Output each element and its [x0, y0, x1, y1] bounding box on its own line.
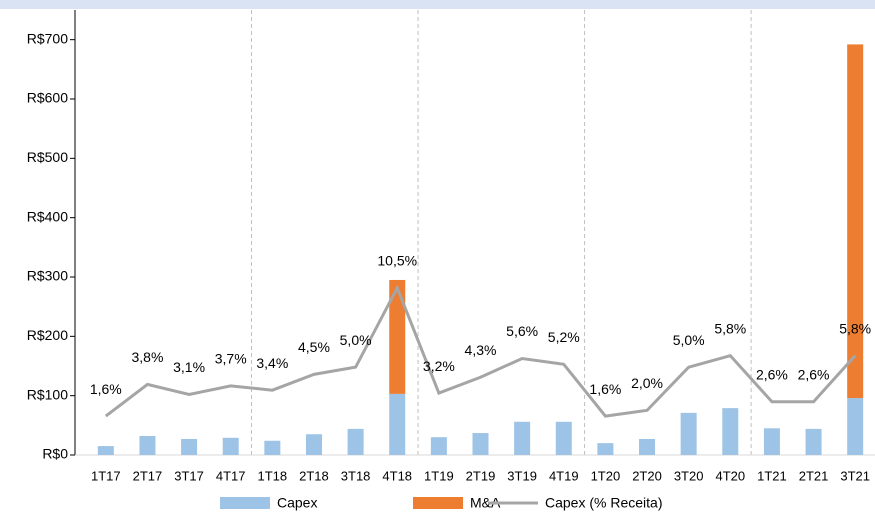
bar — [597, 443, 614, 455]
data-label: 3,7% — [215, 351, 247, 367]
data-label: 2,0% — [631, 375, 663, 391]
x-tick-label: 1T20 — [591, 468, 621, 483]
legend-label: Capex — [277, 495, 317, 511]
y-tick-label: R$0 — [42, 446, 68, 462]
y-tick-label: R$200 — [27, 327, 68, 343]
bar — [264, 440, 281, 455]
x-tick-label: 2T21 — [799, 468, 829, 483]
x-tick-label: 2T18 — [299, 468, 329, 483]
data-label: 3,1% — [173, 359, 205, 375]
bar — [305, 434, 322, 455]
data-label: 5,8% — [714, 320, 746, 336]
x-tick-label: 1T21 — [757, 468, 787, 483]
bar — [181, 438, 198, 455]
x-tick-label: 1T18 — [258, 468, 288, 483]
x-tick-label: 2T19 — [466, 468, 496, 483]
data-label: 3,8% — [131, 349, 163, 365]
y-tick-label: R$500 — [27, 149, 68, 165]
legend-swatch — [220, 497, 270, 509]
data-label: 5,6% — [506, 323, 538, 339]
y-tick-label: R$100 — [27, 386, 68, 402]
data-label: 3,4% — [256, 355, 288, 371]
x-tick-label: 3T20 — [674, 468, 704, 483]
bar — [347, 428, 364, 455]
header-band — [0, 0, 875, 9]
x-tick-label: 3T18 — [341, 468, 371, 483]
x-tick-label: 4T17 — [216, 468, 246, 483]
y-tick-label: R$700 — [27, 30, 68, 46]
bar — [222, 437, 239, 455]
y-tick-label: R$300 — [27, 268, 68, 284]
x-tick-label: 1T17 — [91, 468, 121, 483]
legend-label: M&A — [470, 495, 501, 511]
data-label: 4,3% — [465, 342, 497, 358]
data-label: 1,6% — [589, 381, 621, 397]
bar — [139, 436, 156, 455]
data-label: 10,5% — [377, 253, 417, 269]
bar — [389, 393, 406, 455]
x-tick-label: 1T19 — [424, 468, 454, 483]
x-tick-label: 3T21 — [840, 468, 870, 483]
data-label: 2,6% — [798, 366, 830, 382]
legend-label: Capex (% Receita) — [545, 495, 663, 511]
bar — [805, 428, 822, 455]
data-label: 3,2% — [423, 358, 455, 374]
bar — [514, 421, 531, 455]
x-tick-label: 3T17 — [174, 468, 204, 483]
x-tick-label: 4T20 — [715, 468, 745, 483]
bar — [639, 438, 656, 455]
bar — [389, 279, 406, 394]
bar — [430, 437, 447, 455]
bar — [680, 412, 697, 455]
data-label: 5,2% — [548, 329, 580, 345]
data-label: 5,0% — [340, 332, 372, 348]
y-tick-label: R$400 — [27, 208, 68, 224]
data-label: 1,6% — [90, 381, 122, 397]
x-tick-label: 4T19 — [549, 468, 579, 483]
legend-swatch — [413, 497, 463, 509]
data-label: 5,8% — [839, 320, 871, 336]
bar — [722, 408, 739, 455]
y-tick-label: R$600 — [27, 90, 68, 106]
x-tick-label: 4T18 — [382, 468, 412, 483]
data-label: 5,0% — [673, 332, 705, 348]
line — [104, 284, 857, 418]
data-label: 4,5% — [298, 339, 330, 355]
data-label: 2,6% — [756, 366, 788, 382]
x-tick-label: 3T19 — [507, 468, 537, 483]
bar — [847, 398, 864, 455]
x-tick-label: 2T17 — [133, 468, 163, 483]
x-tick-label: 2T20 — [632, 468, 662, 483]
bar — [97, 446, 114, 455]
bar — [847, 44, 864, 399]
bar — [763, 428, 780, 455]
bar — [472, 433, 489, 455]
bar — [555, 421, 572, 455]
